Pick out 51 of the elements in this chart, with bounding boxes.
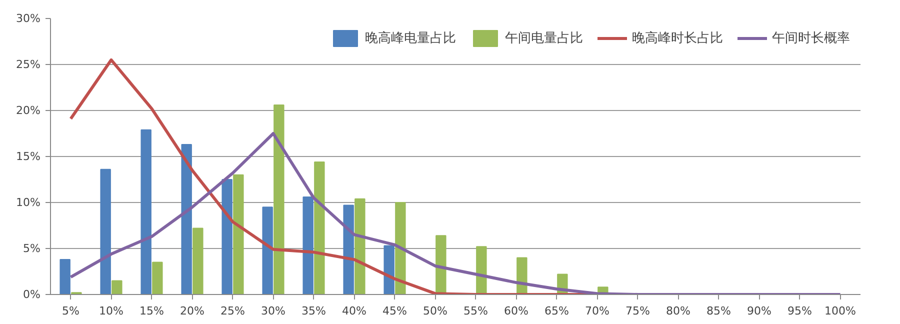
bar xyxy=(60,259,70,294)
x-tick-label: 40% xyxy=(342,304,366,318)
bar xyxy=(112,280,122,294)
bar xyxy=(314,162,325,294)
x-tick-label: 15% xyxy=(140,304,164,318)
legend-label: 午间电量占比 xyxy=(505,30,583,47)
x-tick-label: 60% xyxy=(504,304,528,318)
bar xyxy=(343,204,354,294)
y-tick-label: 15% xyxy=(16,150,41,163)
bar xyxy=(222,179,232,294)
bar xyxy=(233,174,244,294)
bar xyxy=(262,206,273,294)
y-tick-label: 10% xyxy=(16,196,41,209)
bar xyxy=(274,104,284,294)
bar xyxy=(152,262,163,294)
x-tick-label: 35% xyxy=(302,304,326,318)
x-tick-label: 10% xyxy=(99,304,124,318)
legend-label: 晚高峰电量占比 xyxy=(365,30,456,47)
bar xyxy=(181,144,192,294)
x-tick-label: 70% xyxy=(585,304,610,318)
x-tick-label: 5% xyxy=(62,304,80,318)
bar xyxy=(354,198,366,294)
x-tick-label: 50% xyxy=(423,304,448,318)
y-tick-label: 25% xyxy=(16,58,41,71)
x-tick-label: 85% xyxy=(706,304,731,318)
bar xyxy=(476,246,487,294)
bar xyxy=(384,245,394,294)
bar xyxy=(140,129,152,294)
x-tick-label: 25% xyxy=(220,304,245,318)
x-tick-label: 65% xyxy=(544,304,569,318)
legend-label: 午间时长概率 xyxy=(772,30,850,47)
x-tick-label: 55% xyxy=(464,304,488,318)
x-tick-label: 80% xyxy=(666,304,690,318)
x-tick-label: 30% xyxy=(261,304,286,318)
x-tick-label: 100% xyxy=(824,304,856,318)
x-tick-label: 95% xyxy=(788,304,812,318)
x-tick-label: 20% xyxy=(180,304,204,318)
x-tick-label: 45% xyxy=(382,304,407,318)
bar xyxy=(192,228,204,294)
bar xyxy=(302,196,314,294)
line-series xyxy=(69,132,842,294)
x-tick-label: 90% xyxy=(747,304,772,318)
y-tick-label: 20% xyxy=(16,104,41,117)
bar xyxy=(436,235,446,294)
legend-label: 晚高峰时长占比 xyxy=(632,30,723,47)
y-tick-label: 0% xyxy=(23,288,40,301)
y-tick-label: 5% xyxy=(23,242,40,255)
bar xyxy=(100,168,111,294)
bar xyxy=(395,202,406,294)
x-tick-label: 75% xyxy=(626,304,650,318)
y-tick-label: 30% xyxy=(16,12,41,25)
